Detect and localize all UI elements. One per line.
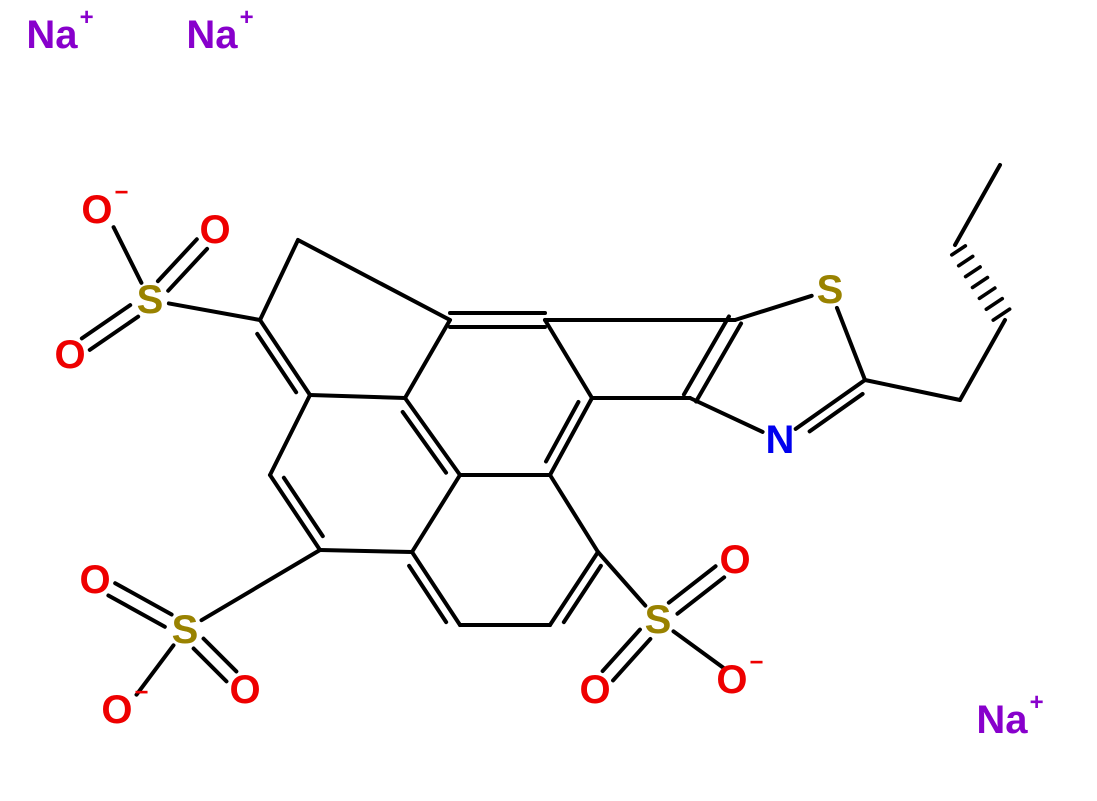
bond: [169, 303, 260, 320]
bond: [550, 475, 598, 552]
bond: [412, 475, 460, 552]
atom-o: O−: [716, 649, 763, 703]
bond: [603, 630, 640, 671]
bond-wedge-down: [973, 278, 988, 288]
bond-wedge-down: [979, 288, 994, 298]
bond-wedge-down: [993, 309, 1009, 320]
bond: [669, 566, 716, 602]
atom-o: O: [579, 668, 610, 712]
bond-wedge-down: [986, 299, 1002, 310]
bond: [550, 552, 598, 625]
bond: [545, 320, 592, 398]
bond-wedge-down: [959, 256, 973, 265]
bond: [168, 249, 207, 291]
molecule-diagram: NSSO−OOSO−OOSO−OONa+Na+Na+: [0, 0, 1097, 801]
bond: [270, 475, 320, 550]
bond-wedge-down: [952, 246, 966, 255]
bond: [403, 412, 446, 473]
bond: [550, 398, 592, 475]
atom-s: S: [172, 608, 199, 652]
bond: [114, 227, 142, 283]
bond: [260, 240, 298, 320]
bond: [204, 639, 237, 672]
bond: [298, 240, 450, 320]
bond: [690, 398, 763, 432]
bond: [108, 595, 164, 626]
atom-s: S: [645, 598, 672, 642]
bond: [82, 305, 130, 338]
bond: [405, 320, 450, 398]
bond: [194, 649, 227, 682]
atom-o: O: [719, 538, 750, 582]
atom-o: O−: [81, 179, 128, 233]
bond: [260, 320, 310, 395]
bond: [960, 320, 1005, 400]
bond: [158, 239, 197, 281]
bond: [202, 550, 320, 620]
bond: [270, 395, 310, 475]
atom-na: Na+: [26, 4, 93, 58]
bond: [310, 395, 405, 398]
atom-o: O: [79, 558, 110, 602]
atom-na: Na+: [186, 4, 253, 58]
bond: [115, 583, 171, 614]
atom-n: N: [766, 418, 795, 462]
bond: [837, 308, 865, 380]
bond: [735, 296, 812, 320]
bond: [90, 317, 138, 350]
atom-s: S: [817, 268, 844, 312]
atoms: NSSO−OOSO−OOSO−OONa+Na+Na+: [26, 4, 1043, 743]
bond: [405, 398, 460, 475]
atom-o: O: [54, 333, 85, 377]
bond: [955, 165, 1000, 245]
atom-o: O−: [101, 679, 148, 733]
bond-wedge-down: [966, 267, 981, 277]
bond: [677, 577, 724, 613]
bond: [865, 380, 960, 400]
bond: [412, 552, 460, 625]
bond: [613, 639, 650, 680]
atom-na: Na+: [976, 689, 1043, 743]
bond: [796, 380, 865, 429]
bond: [320, 550, 412, 552]
bond: [598, 552, 645, 606]
atom-s: S: [137, 278, 164, 322]
atom-o: O: [199, 208, 230, 252]
atom-o: O: [229, 668, 260, 712]
